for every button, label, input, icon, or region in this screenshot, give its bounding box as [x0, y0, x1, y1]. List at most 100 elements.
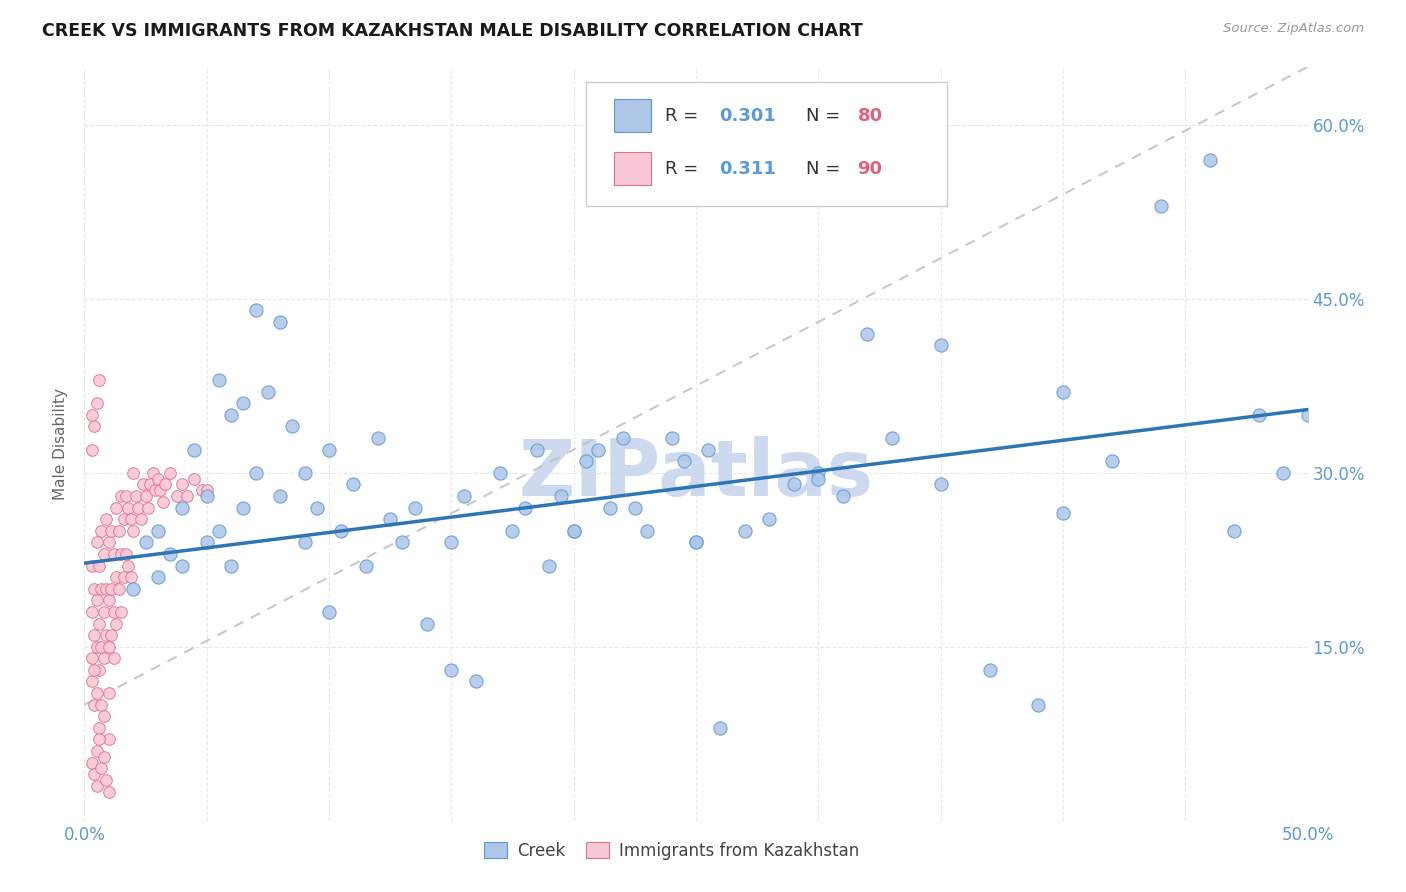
- Point: [685, 535, 707, 549]
- Point: [103, 547, 125, 561]
- Text: R =: R =: [665, 107, 704, 125]
- Point: [624, 500, 647, 515]
- Text: 0.301: 0.301: [720, 107, 776, 125]
- Point: [354, 558, 377, 573]
- Point: [245, 466, 267, 480]
- Point: [880, 431, 903, 445]
- Point: [195, 489, 218, 503]
- Point: [342, 477, 364, 491]
- Point: [183, 442, 205, 457]
- Point: [734, 524, 756, 538]
- Point: [562, 524, 585, 538]
- Point: [105, 570, 128, 584]
- Point: [1052, 507, 1074, 521]
- Point: [80, 558, 103, 573]
- Point: [90, 762, 112, 776]
- Point: [105, 500, 128, 515]
- Point: [856, 326, 879, 341]
- Point: [80, 756, 103, 770]
- Point: [86, 744, 108, 758]
- Point: [112, 570, 135, 584]
- Point: [105, 616, 128, 631]
- Point: [115, 547, 138, 561]
- Point: [97, 785, 120, 799]
- Point: [80, 408, 103, 422]
- Point: [550, 489, 572, 503]
- Point: [294, 535, 316, 549]
- Point: [489, 466, 512, 480]
- Point: [86, 640, 108, 654]
- Point: [176, 489, 198, 503]
- Point: [86, 686, 108, 700]
- Text: 90: 90: [858, 160, 883, 178]
- Point: [195, 535, 218, 549]
- Point: [96, 772, 118, 788]
- Point: [404, 500, 426, 515]
- Point: [125, 489, 148, 503]
- Text: CREEK VS IMMIGRANTS FROM KAZAKHSTAN MALE DISABILITY CORRELATION CHART: CREEK VS IMMIGRANTS FROM KAZAKHSTAN MALE…: [42, 22, 863, 40]
- Point: [219, 408, 242, 422]
- Point: [115, 489, 138, 503]
- Point: [83, 663, 105, 677]
- Point: [96, 582, 118, 596]
- Point: [208, 373, 231, 387]
- Point: [86, 535, 108, 549]
- Point: [97, 732, 120, 747]
- Point: [87, 373, 110, 387]
- Point: [139, 477, 162, 491]
- Point: [87, 732, 110, 747]
- Point: [599, 500, 621, 515]
- Point: [153, 477, 176, 491]
- Point: [127, 500, 149, 515]
- Point: [929, 338, 952, 352]
- Point: [305, 500, 328, 515]
- Point: [464, 674, 486, 689]
- Point: [440, 535, 463, 549]
- Point: [100, 628, 122, 642]
- Point: [129, 512, 152, 526]
- Point: [149, 483, 172, 498]
- Point: [110, 489, 132, 503]
- Point: [87, 616, 110, 631]
- Point: [93, 709, 115, 723]
- Point: [103, 605, 125, 619]
- Point: [146, 524, 169, 538]
- Point: [172, 477, 194, 491]
- Point: [100, 582, 122, 596]
- Point: [257, 384, 280, 399]
- Point: [112, 512, 135, 526]
- Point: [636, 524, 658, 538]
- Point: [90, 640, 112, 654]
- Point: [1296, 408, 1319, 422]
- Point: [122, 582, 145, 596]
- Point: [513, 500, 536, 515]
- Point: [146, 570, 169, 584]
- Point: [586, 442, 609, 457]
- Point: [269, 489, 291, 503]
- Point: [1272, 466, 1295, 480]
- Point: [318, 605, 340, 619]
- Point: [232, 500, 254, 515]
- Legend: Creek, Immigrants from Kazakhstan: Creek, Immigrants from Kazakhstan: [477, 835, 866, 866]
- Point: [1101, 454, 1123, 468]
- Point: [143, 483, 166, 498]
- Point: [80, 605, 103, 619]
- Point: [90, 582, 112, 596]
- Point: [103, 651, 125, 665]
- Point: [93, 605, 115, 619]
- Point: [87, 558, 110, 573]
- Point: [100, 524, 122, 538]
- Point: [97, 593, 120, 607]
- Text: Source: ZipAtlas.com: Source: ZipAtlas.com: [1223, 22, 1364, 36]
- Point: [219, 558, 242, 573]
- Point: [86, 396, 108, 410]
- Point: [709, 721, 731, 735]
- Text: ZIPatlas: ZIPatlas: [519, 436, 873, 512]
- Point: [453, 489, 475, 503]
- Point: [807, 466, 830, 480]
- Point: [96, 628, 118, 642]
- Point: [80, 674, 103, 689]
- Point: [136, 500, 159, 515]
- Point: [391, 535, 413, 549]
- Point: [380, 512, 402, 526]
